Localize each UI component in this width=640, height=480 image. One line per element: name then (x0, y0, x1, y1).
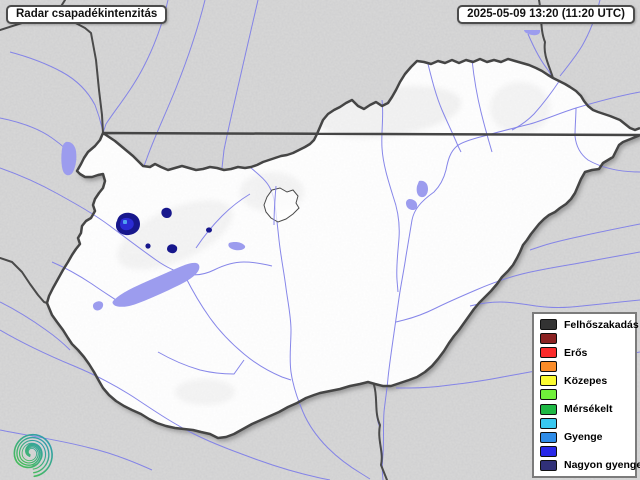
legend-color-swatch (540, 375, 557, 387)
legend-label: Erős (564, 346, 588, 359)
legend-label: Közepes (564, 374, 608, 387)
legend-row (540, 389, 630, 401)
radar-logo (13, 433, 53, 478)
legend-color-swatch (540, 347, 557, 359)
legend-label: Gyenge (564, 431, 603, 444)
legend-row: Közepes (540, 374, 630, 387)
legend-color-swatch (540, 459, 557, 471)
precipitation-cells (116, 207, 212, 254)
intensity-legend: Felhőszakadás Erős Közepes Mérsékelt Gyenge N… (532, 312, 640, 478)
lake-ferto (61, 141, 77, 176)
legend-color-swatch (540, 417, 557, 429)
budapest-outline (263, 187, 300, 223)
legend-row (540, 333, 630, 345)
lake-tisza (416, 180, 428, 198)
legend-label: Mérsékelt (564, 403, 613, 416)
legend-label: Felhőszakadás (564, 318, 639, 331)
legend-row: Gyenge (540, 431, 630, 444)
lake-kisbalaton (92, 301, 104, 311)
map-title-badge: Radar csapadékintenzitás (6, 5, 168, 24)
legend-label: Nagyon gyenge (564, 459, 640, 472)
hungary-border (45, 57, 640, 440)
legend-color-swatch (540, 389, 557, 401)
legend-color-swatch (540, 445, 557, 457)
legend-color-swatch (540, 319, 557, 330)
legend-row (540, 417, 630, 429)
lake-balaton (112, 262, 200, 307)
legend-color-swatch (540, 403, 557, 415)
legend-color-swatch (540, 361, 557, 373)
legend-color-swatch (540, 431, 557, 443)
legend-row (540, 361, 630, 373)
lake-tisza-south (405, 199, 418, 210)
legend-row: Felhőszakadás (540, 319, 639, 331)
lakes (61, 30, 541, 311)
lake-velence (228, 242, 246, 251)
reservoir-fragment (524, 30, 541, 36)
legend-color-swatch (540, 333, 557, 345)
timestamp-text: 2025-05-09 13:20 (11:20 UTC) (467, 8, 625, 20)
legend-row: Nagyon gyenge (540, 459, 640, 471)
legend-row (540, 445, 630, 457)
legend-row: Mérsékelt (540, 403, 630, 416)
timestamp-badge: 2025-05-09 13:20 (11:20 UTC) (457, 5, 635, 24)
legend-row: Erős (540, 346, 630, 359)
danube-budapest (273, 185, 277, 226)
map-title: Radar csapadékintenzitás (16, 8, 158, 20)
